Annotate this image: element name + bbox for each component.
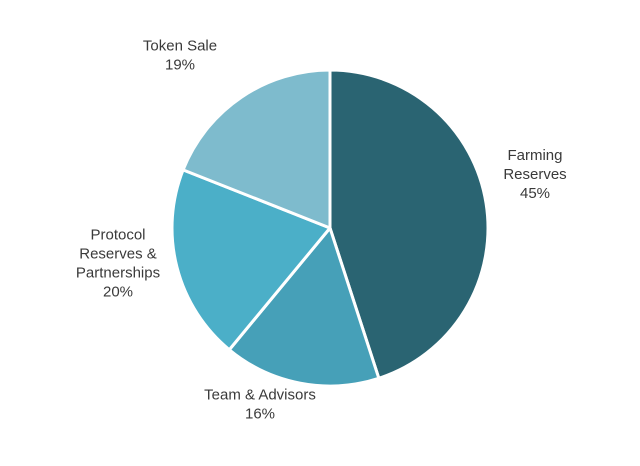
pie-slice-token-sale [181,68,332,230]
slice-label-protocol-reserves-and-partnerships: Protocol Reserves & Partnerships 20% [76,227,160,301]
slice-name-label: Reserves [503,166,566,183]
slice-name-label: Protocol [90,227,145,244]
slice-name-label: Team & Advisors [204,387,316,404]
slice-label-team-and-advisors: Team & Advisors 16% [204,387,316,423]
slice-label-farming-reserves: Farming Reserves 45% [503,147,566,202]
pie-slices [170,68,490,388]
slice-value-label: 19% [165,57,195,74]
slice-value-label: 16% [245,406,275,423]
slice-name-label: Partnerships [76,265,160,282]
slice-value-label: 45% [520,185,550,202]
pie-labels: Farming Reserves 45% Team & Advisors 16% Prot… [76,38,567,423]
slice-label-token-sale: Token Sale 19% [143,38,217,74]
pie-slice-team-and-advisors [227,226,381,388]
pie-slice-farming-reserves [328,68,490,380]
slice-name-label: Reserves & [79,246,157,263]
pie-slice-protocol-reserves-and-partnerships [170,168,332,352]
slice-name-label: Farming [507,147,562,164]
slice-name-label: Token Sale [143,38,217,55]
slice-value-label: 20% [103,284,133,301]
